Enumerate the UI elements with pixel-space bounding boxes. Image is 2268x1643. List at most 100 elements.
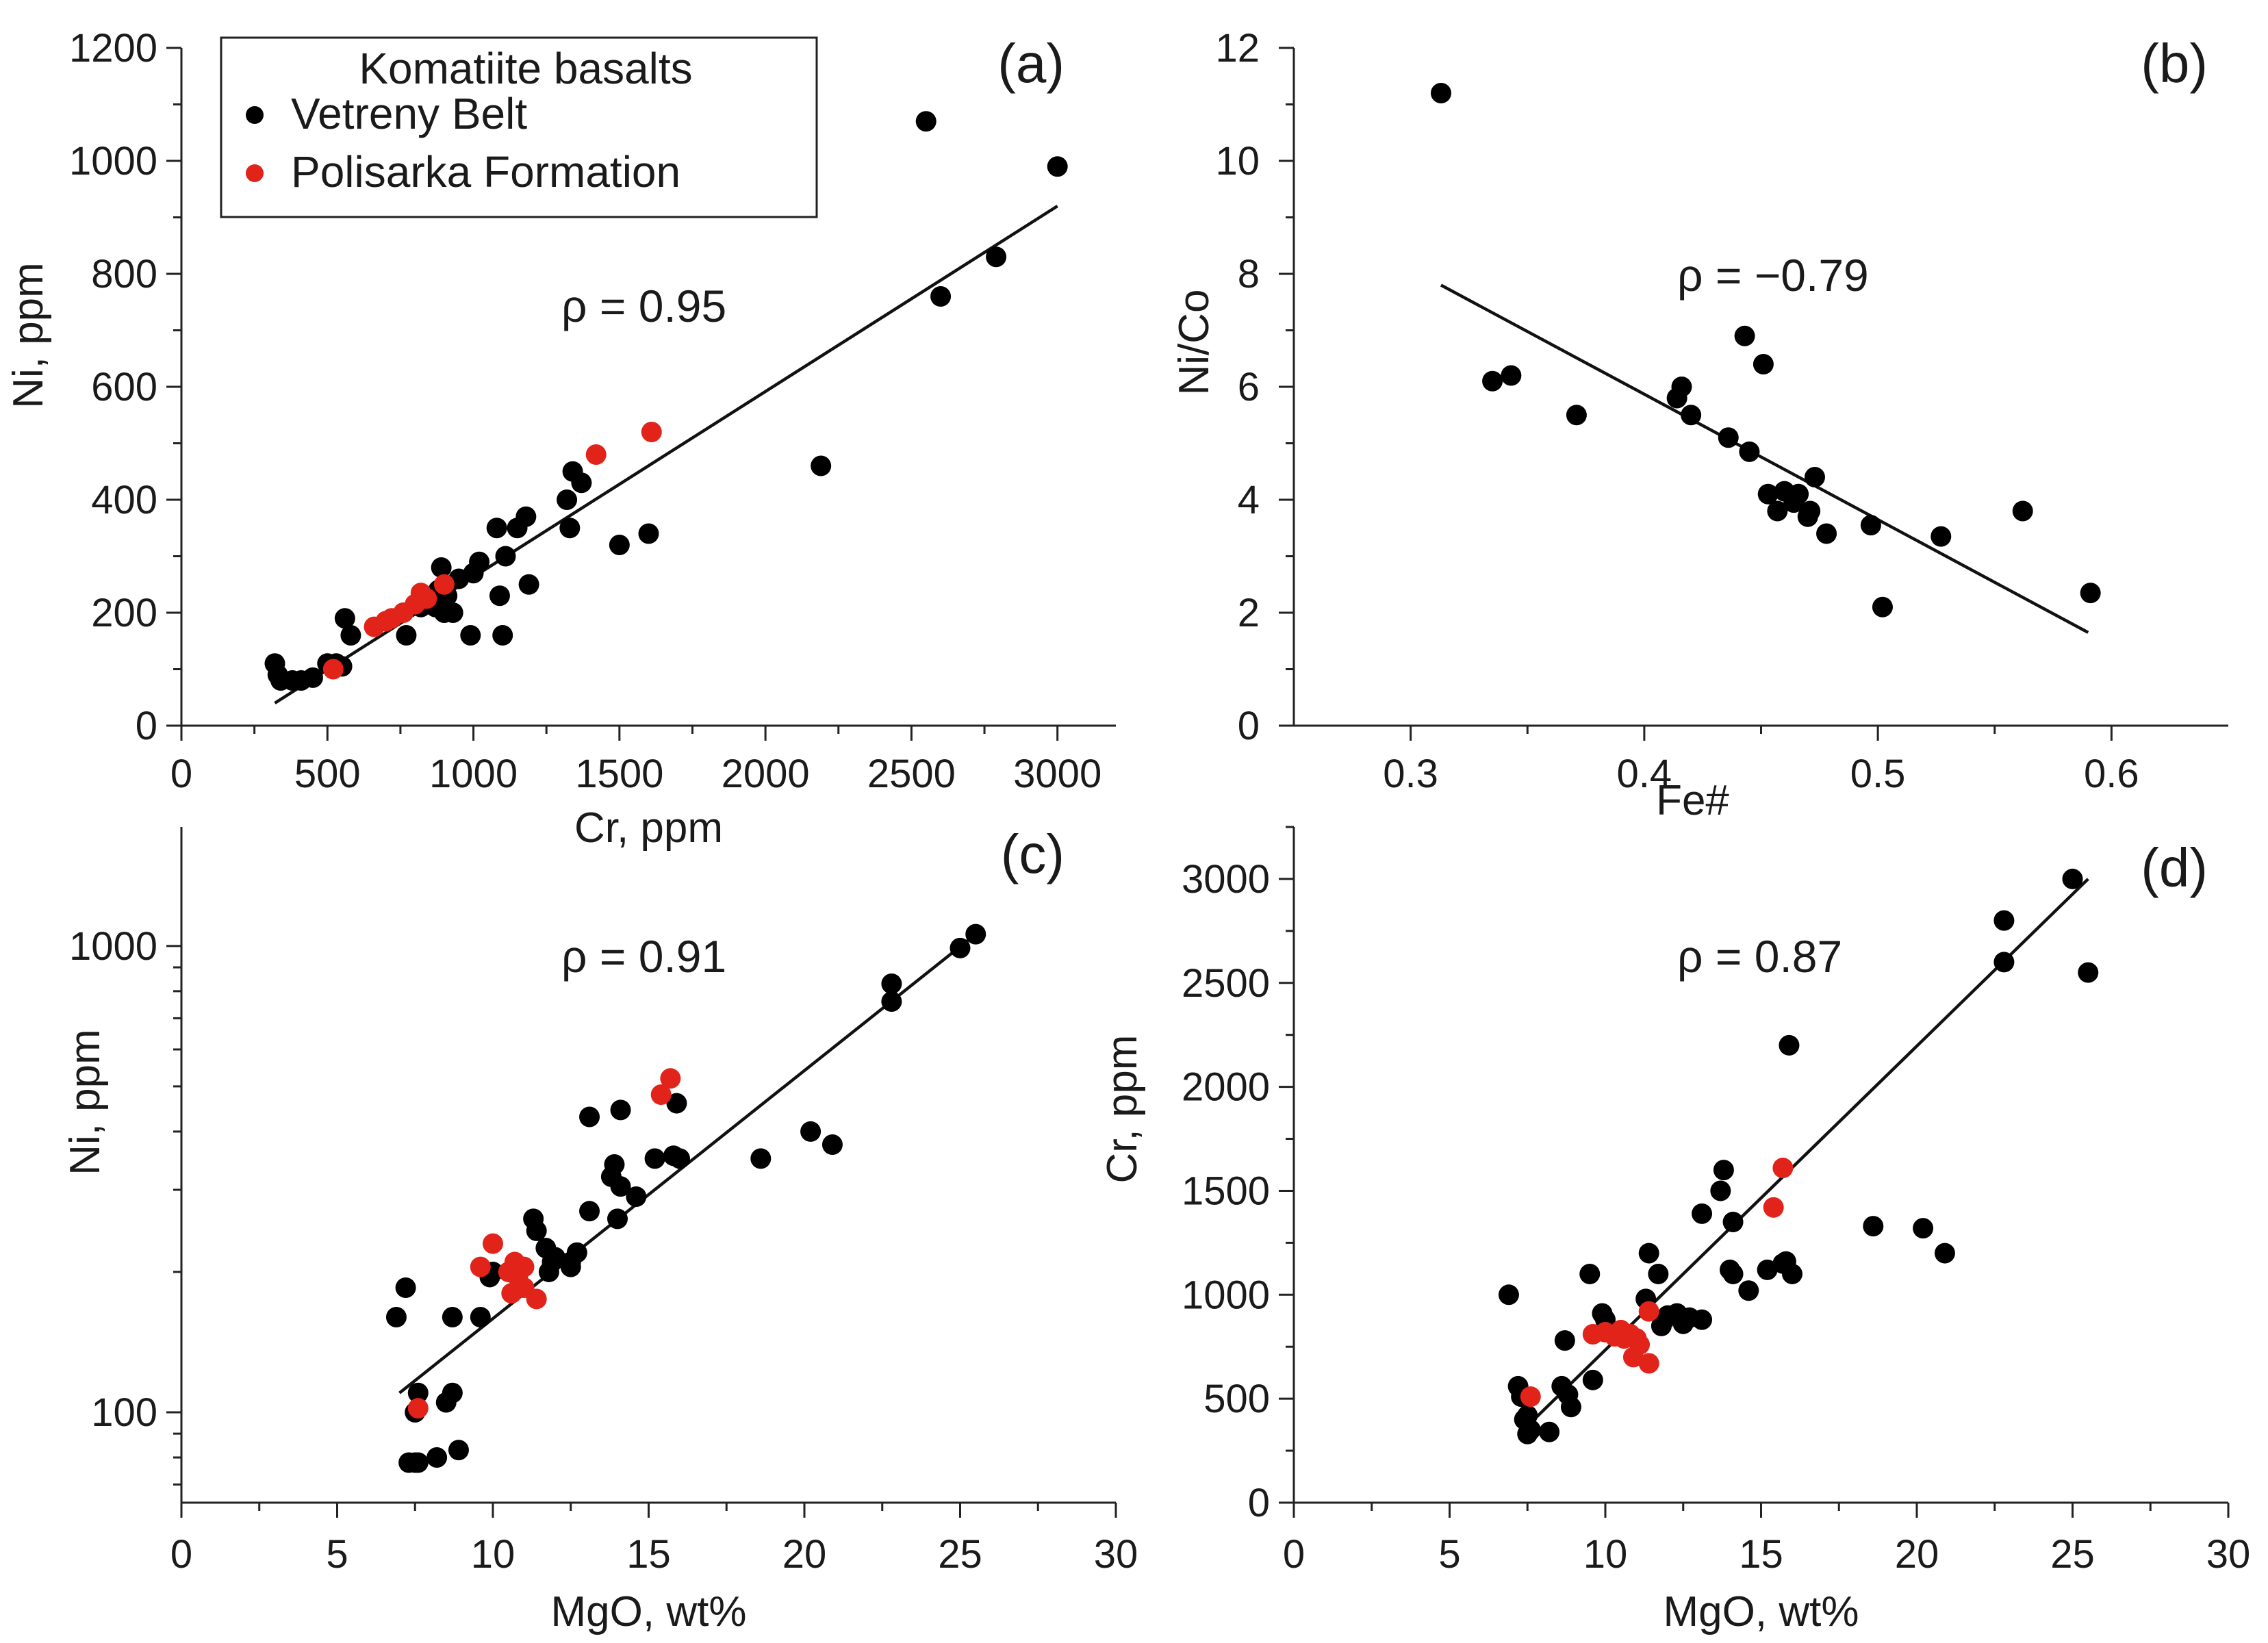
data-point-vetreny bbox=[579, 1201, 600, 1222]
y-tick-label: 0 bbox=[1238, 704, 1260, 748]
y-tick-label: 1500 bbox=[1182, 1169, 1270, 1213]
data-point-vetreny bbox=[881, 973, 902, 994]
data-point-vetreny bbox=[1931, 526, 1952, 547]
x-tick-label: 20 bbox=[782, 1532, 827, 1577]
y-axis-label: Ni/Co bbox=[1171, 289, 1218, 395]
x-tick-label: 2000 bbox=[722, 752, 810, 796]
data-point-polisarka bbox=[1638, 1301, 1659, 1322]
data-point-vetreny bbox=[442, 1306, 463, 1327]
x-tick-label: 0 bbox=[170, 1532, 192, 1577]
data-point-vetreny bbox=[1779, 1034, 1800, 1056]
data-point-polisarka bbox=[1763, 1197, 1784, 1218]
data-point-vetreny bbox=[1816, 523, 1837, 544]
y-tick-label: 1000 bbox=[69, 924, 157, 969]
data-point-vetreny bbox=[340, 625, 361, 646]
data-point-vetreny bbox=[1539, 1421, 1560, 1442]
y-tick-label: 3000 bbox=[1182, 857, 1270, 902]
data-point-vetreny bbox=[515, 506, 537, 527]
data-point-vetreny bbox=[407, 1382, 429, 1403]
data-point-vetreny bbox=[800, 1121, 821, 1142]
data-point-vetreny bbox=[469, 551, 490, 572]
data-point-vetreny bbox=[1482, 370, 1503, 392]
data-point-polisarka bbox=[1772, 1158, 1794, 1179]
data-point-vetreny bbox=[1872, 596, 1893, 617]
trend-line bbox=[1440, 283, 2089, 634]
data-point-vetreny bbox=[1800, 500, 1821, 522]
data-point-vetreny bbox=[1767, 500, 1788, 522]
legend-item-label: Vetreny Belt bbox=[291, 89, 527, 138]
x-tick-label: 500 bbox=[294, 752, 361, 796]
data-point-vetreny bbox=[610, 1176, 631, 1197]
data-point-vetreny bbox=[1638, 1243, 1659, 1264]
data-point-polisarka bbox=[322, 659, 344, 680]
x-tick-label: 20 bbox=[1895, 1532, 1939, 1577]
data-point-polisarka bbox=[526, 1288, 547, 1310]
x-tick-label: 5 bbox=[326, 1532, 348, 1577]
data-point-vetreny bbox=[1782, 1263, 1802, 1284]
data-point-vetreny bbox=[1047, 156, 1068, 177]
x-tick-label: 30 bbox=[1094, 1532, 1138, 1577]
data-point-vetreny bbox=[604, 1154, 625, 1175]
x-tick-label: 10 bbox=[1583, 1532, 1628, 1577]
x-tick-label: 0.4 bbox=[1617, 752, 1672, 796]
data-point-polisarka bbox=[660, 1068, 681, 1089]
y-axis-label: Cr, ppm bbox=[1099, 1034, 1146, 1183]
data-point-vetreny bbox=[881, 991, 902, 1012]
data-point-vetreny bbox=[750, 1148, 772, 1169]
chart-panel-1: 0 500 1000 1500 2000 2500 3000 0 200 400 600 800 100… bbox=[5, 26, 1116, 852]
x-tick-label: 0 bbox=[1283, 1532, 1305, 1577]
data-point-vetreny bbox=[1722, 1212, 1744, 1233]
data-point-vetreny bbox=[821, 1134, 843, 1156]
data-point-vetreny bbox=[334, 608, 355, 629]
data-point-vetreny bbox=[1648, 1263, 1669, 1284]
data-point-vetreny bbox=[1692, 1203, 1713, 1224]
data-point-polisarka bbox=[1629, 1334, 1651, 1355]
data-point-vetreny bbox=[670, 1148, 690, 1169]
data-point-vetreny bbox=[1993, 952, 2015, 973]
data-point-vetreny bbox=[2080, 583, 2101, 604]
y-tick-label: 200 bbox=[91, 591, 157, 635]
data-point-vetreny bbox=[385, 1306, 407, 1327]
x-axis-label: MgO, wt% bbox=[1664, 1588, 1859, 1635]
data-point-vetreny bbox=[545, 1247, 565, 1268]
y-tick-label: 100 bbox=[91, 1390, 157, 1435]
data-point-vetreny bbox=[486, 518, 507, 539]
x-tick-label: 1500 bbox=[575, 752, 663, 796]
data-point-vetreny bbox=[526, 1220, 547, 1241]
data-point-vetreny bbox=[1863, 1216, 1884, 1237]
data-point-vetreny bbox=[2078, 962, 2099, 983]
data-point-vetreny bbox=[915, 111, 936, 132]
y-tick-label: 4 bbox=[1238, 478, 1260, 522]
x-axis-label: Cr, ppm bbox=[574, 804, 723, 852]
data-point-vetreny bbox=[571, 472, 592, 494]
chart-panel-4: 0 5 10 15 20 25 30 0 500 1000 1500 2000 2500 3000 MgO,… bbox=[1099, 826, 2250, 1635]
data-point-vetreny bbox=[1993, 910, 2015, 931]
y-tick-label: 800 bbox=[91, 252, 157, 296]
correlation-annotation: ρ = 0.87 bbox=[1677, 931, 1842, 982]
x-tick-label: 25 bbox=[938, 1532, 982, 1577]
x-tick-label: 2500 bbox=[867, 752, 956, 796]
data-point-vetreny bbox=[1738, 1280, 1759, 1301]
data-point-vetreny bbox=[1718, 427, 1739, 448]
data-point-vetreny bbox=[607, 1208, 628, 1230]
data-point-vetreny bbox=[1753, 354, 1774, 374]
data-point-vetreny bbox=[986, 246, 1007, 268]
x-tick-label: 25 bbox=[2050, 1532, 2095, 1577]
data-point-vetreny bbox=[965, 924, 986, 945]
data-point-polisarka bbox=[416, 588, 437, 609]
data-point-vetreny bbox=[579, 1106, 600, 1128]
data-point-polisarka bbox=[433, 574, 455, 595]
data-point-vetreny bbox=[1710, 1180, 1731, 1201]
x-tick-label: 3000 bbox=[1013, 752, 1101, 796]
y-axis-label: Ni, ppm bbox=[5, 262, 52, 409]
data-point-vetreny bbox=[1498, 1284, 1519, 1306]
legend-marker bbox=[246, 106, 264, 124]
data-point-vetreny bbox=[666, 1093, 687, 1114]
data-point-vetreny bbox=[1582, 1369, 1603, 1390]
y-tick-label: 1000 bbox=[69, 139, 157, 183]
y-axis-label: Ni, ppm bbox=[62, 1029, 109, 1175]
data-point-vetreny bbox=[930, 286, 952, 307]
data-point-vetreny bbox=[492, 625, 513, 646]
data-point-vetreny bbox=[442, 602, 463, 623]
